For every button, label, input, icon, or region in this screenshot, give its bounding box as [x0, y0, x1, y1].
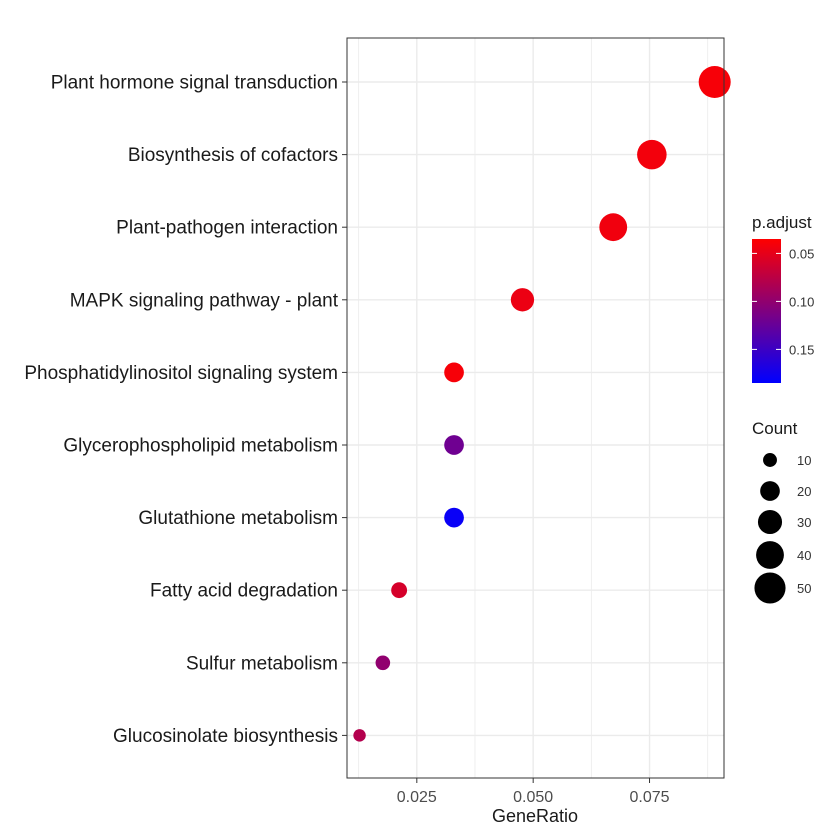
size-legend-items: 10 20 30 40 50	[754, 453, 811, 604]
data-point	[375, 655, 391, 671]
size-legend-label: 50	[797, 581, 811, 596]
color-legend-label: 0.05	[789, 246, 814, 261]
category-label: Plant-pathogen interaction	[116, 218, 338, 239]
category-label: Plant hormone signal transduction	[51, 73, 338, 94]
x-tick-label: 0.025	[397, 789, 437, 806]
category-label: Biosynthesis of cofactors	[128, 145, 338, 166]
size-legend-label: 40	[797, 548, 811, 563]
category-label: Glutathione metabolism	[138, 508, 338, 529]
color-legend-title: p.adjust	[752, 213, 812, 232]
category-label: Sulfur metabolism	[186, 653, 338, 674]
color-legend-ticks: 0.05 0.10 0.15	[752, 246, 814, 357]
size-legend-label: 30	[797, 515, 811, 530]
data-point	[444, 507, 464, 528]
data-point	[353, 729, 366, 742]
category-label: Glucosinolate biosynthesis	[113, 726, 338, 747]
x-tick-label: 0.050	[513, 789, 553, 806]
data-point	[599, 213, 628, 242]
size-legend-label: 20	[797, 484, 811, 499]
color-legend-label: 0.15	[789, 342, 814, 357]
data-point	[444, 362, 464, 383]
color-legend: p.adjust 0.05 0.10 0.15	[752, 213, 814, 383]
color-legend-label: 0.10	[789, 294, 814, 309]
data-point	[698, 65, 731, 99]
plot-border	[346, 37, 725, 779]
size-legend-dot	[760, 481, 780, 501]
category-label: MAPK signaling pathway - plant	[70, 290, 339, 311]
data-point	[637, 139, 667, 170]
color-bar	[752, 239, 781, 383]
data-point	[391, 582, 408, 599]
size-legend-dot	[763, 453, 777, 467]
y-axis: Plant hormone signal transduction Biosynt…	[24, 73, 347, 747]
size-legend-label: 10	[797, 453, 811, 468]
size-legend-dot	[756, 541, 784, 569]
size-legend-dot	[757, 509, 783, 535]
size-legend-title: Count	[752, 419, 798, 438]
x-tick-label: 0.075	[630, 789, 670, 806]
category-label: Glycerophospholipid metabolism	[63, 436, 338, 457]
plot-panel	[347, 38, 724, 778]
data-points	[353, 65, 731, 742]
x-axis-title: GeneRatio	[492, 806, 578, 826]
category-label: Phosphatidylinositol signaling system	[24, 363, 338, 384]
category-label: Fatty acid degradation	[150, 581, 338, 602]
size-legend-dot	[754, 572, 786, 604]
size-legend: Count 10 20 30 40 50	[752, 419, 811, 604]
x-axis: 0.025 0.050 0.075	[397, 778, 670, 806]
data-point	[444, 435, 464, 455]
data-point	[510, 288, 535, 312]
